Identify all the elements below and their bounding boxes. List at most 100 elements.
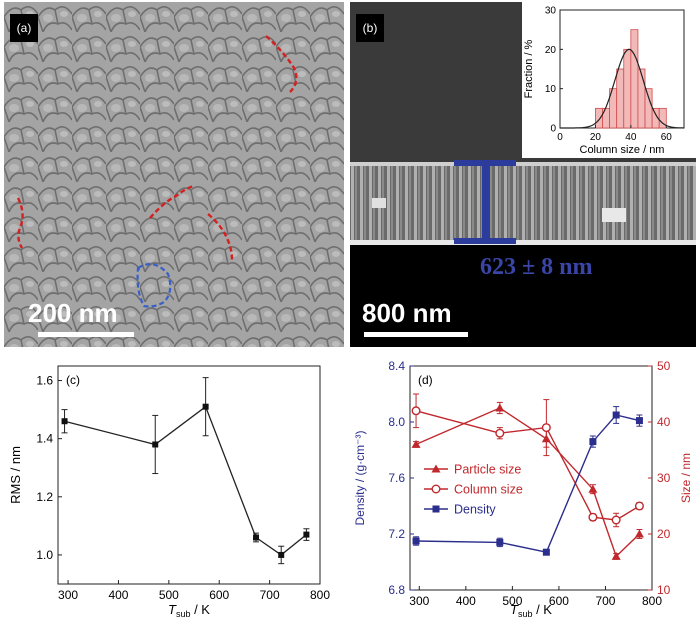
inset-gaussian-fit — [560, 48, 685, 129]
inset-bar — [616, 68, 625, 129]
d-xtick-label: 400 — [456, 594, 476, 608]
c-xtick-label: 400 — [108, 588, 128, 602]
panel-a-sem-image: (a) 200 nm — [4, 2, 344, 347]
density-point — [589, 438, 597, 446]
inset-bar — [623, 48, 632, 129]
grain-boundary-red-1 — [265, 35, 298, 93]
density-line — [415, 414, 640, 554]
d-ytick-right-label: 40 — [657, 415, 671, 429]
c-ytick-label: 1.2 — [36, 490, 53, 504]
density-point — [496, 538, 504, 546]
particle-size-point — [495, 403, 505, 412]
d-ytick-left-label: 7.6 — [388, 471, 405, 485]
inset-ytick-label: 20 — [545, 45, 557, 56]
legend-density-label: Density — [454, 503, 496, 517]
panel-d-chart: (d) 300 400 500 600 700 800 6.8 7.2 7.6 8.0 8.4 1… — [350, 352, 700, 621]
density-point — [612, 411, 620, 419]
inset-xtick-label: 60 — [661, 132, 673, 143]
inset-xlabel: Column size / nm — [580, 144, 665, 156]
c-ytick-label: 1.0 — [36, 548, 53, 562]
panel-d-xlabel: Tsub / K — [510, 602, 552, 619]
column-size-line — [415, 410, 640, 521]
d-ytick-right-label: 20 — [657, 527, 671, 541]
d-ytick-left-label: 7.2 — [388, 527, 405, 541]
legend-column-size-label: Column size — [454, 483, 523, 497]
inset-bar — [595, 107, 603, 129]
panel-d-ylabel-left: Density / (g·cm⁻³) — [353, 430, 367, 525]
c-xtick-label: 300 — [58, 588, 78, 602]
particle-size-point — [588, 484, 598, 493]
d-xtick-label: 800 — [642, 594, 662, 608]
scale-bar-b — [364, 332, 468, 337]
inset-histogram: 0 20 40 60 0 10 20 30 Column size / nm Fractio… — [522, 2, 696, 158]
inset-ytick-label: 30 — [545, 6, 557, 17]
sem-surface-texture — [4, 2, 344, 347]
d-xtick-label: 600 — [549, 594, 569, 608]
inset-ylabel: Fraction / % — [523, 39, 535, 98]
panel-b-tag: (b) — [356, 14, 384, 42]
inset-xtick-label: 20 — [590, 132, 602, 143]
c-ytick-label: 1.6 — [36, 374, 53, 388]
column-size-point — [634, 501, 644, 511]
inset-xtick-label: 0 — [557, 132, 563, 143]
panel-d-plot: (d) 300 400 500 600 700 800 6.8 7.2 7.6 8.0 8.4 1… — [353, 359, 693, 619]
rms-point — [61, 418, 68, 425]
panel-c-frame — [57, 365, 321, 585]
inset-ytick-label: 10 — [545, 84, 557, 95]
inset-bar — [630, 29, 639, 129]
panel-b-sem-image: (b) 623 ± 8 nm 800 nm 0 20 40 60 0 10 20 30 Co… — [350, 2, 696, 347]
grain-boundary-red-3 — [149, 184, 195, 219]
column-size-point — [495, 428, 505, 438]
column-size-point — [588, 512, 598, 522]
column-size-point — [541, 423, 551, 433]
c-ytick-label: 1.4 — [36, 432, 53, 446]
rms-point — [278, 551, 285, 558]
thickness-marker — [454, 160, 516, 244]
panel-c-chart: (c) 300 400 500 600 700 800 1.0 1.2 1.4 1.6 Tsub… — [0, 352, 345, 621]
column-size-point — [411, 406, 421, 416]
d-xtick-label: 500 — [502, 594, 522, 608]
panel-c-plot: (c) 300 400 500 600 700 800 1.0 1.2 1.4 1.6 Tsub… — [8, 365, 330, 619]
panel-c-ylabel: RMS / nm — [8, 446, 23, 504]
rms-point — [253, 534, 260, 541]
c-xtick-label: 700 — [260, 588, 280, 602]
particle-size-point — [634, 529, 644, 538]
d-ytick-right-label: 30 — [657, 471, 671, 485]
column-size-point — [611, 515, 621, 525]
legend-density-marker — [432, 505, 440, 513]
d-ytick-left-label: 6.8 — [388, 583, 405, 597]
legend-particle-size-label: Particle size — [454, 463, 521, 477]
d-ytick-left-label: 8.0 — [388, 415, 405, 429]
density-point — [412, 537, 420, 545]
legend-column-size-marker — [431, 484, 441, 494]
particle-size-point — [611, 551, 621, 560]
c-xtick-label: 500 — [159, 588, 179, 602]
particle-size-line — [415, 407, 640, 558]
rms-line — [64, 405, 307, 556]
particle-size-point — [411, 439, 421, 448]
d-xtick-label: 300 — [409, 594, 429, 608]
grain-boundary-red-4 — [207, 213, 234, 261]
rms-point — [202, 403, 209, 410]
grain-boundary-red-2 — [16, 197, 24, 249]
d-xtick-label: 700 — [595, 594, 615, 608]
panel-c-xlabel: Tsub / K — [168, 602, 210, 619]
panel-a-tag: (a) — [10, 14, 38, 42]
inset-histogram-plot: 0 20 40 60 0 10 20 30 Column size / nm Fractio… — [523, 6, 685, 156]
density-point — [542, 548, 550, 556]
d-ytick-right-label: 10 — [657, 583, 671, 597]
density-point — [635, 417, 643, 425]
rms-point — [152, 441, 159, 448]
thickness-label: 623 ± 8 nm — [480, 254, 593, 280]
panel-d-tag: (d) — [418, 373, 433, 387]
c-xtick-label: 600 — [209, 588, 229, 602]
scale-bar-label-b: 800 nm — [362, 298, 452, 328]
rms-point — [303, 531, 310, 538]
scale-bar-label-a: 200 nm — [28, 298, 118, 328]
panel-d-legend: Particle size Column size Density — [424, 463, 523, 517]
inset-bar — [644, 88, 653, 129]
c-xtick-label: 800 — [310, 588, 330, 602]
inset-bar — [658, 107, 667, 129]
d-ytick-left-label: 8.4 — [388, 359, 405, 373]
legend-particle-size-marker — [431, 464, 441, 473]
